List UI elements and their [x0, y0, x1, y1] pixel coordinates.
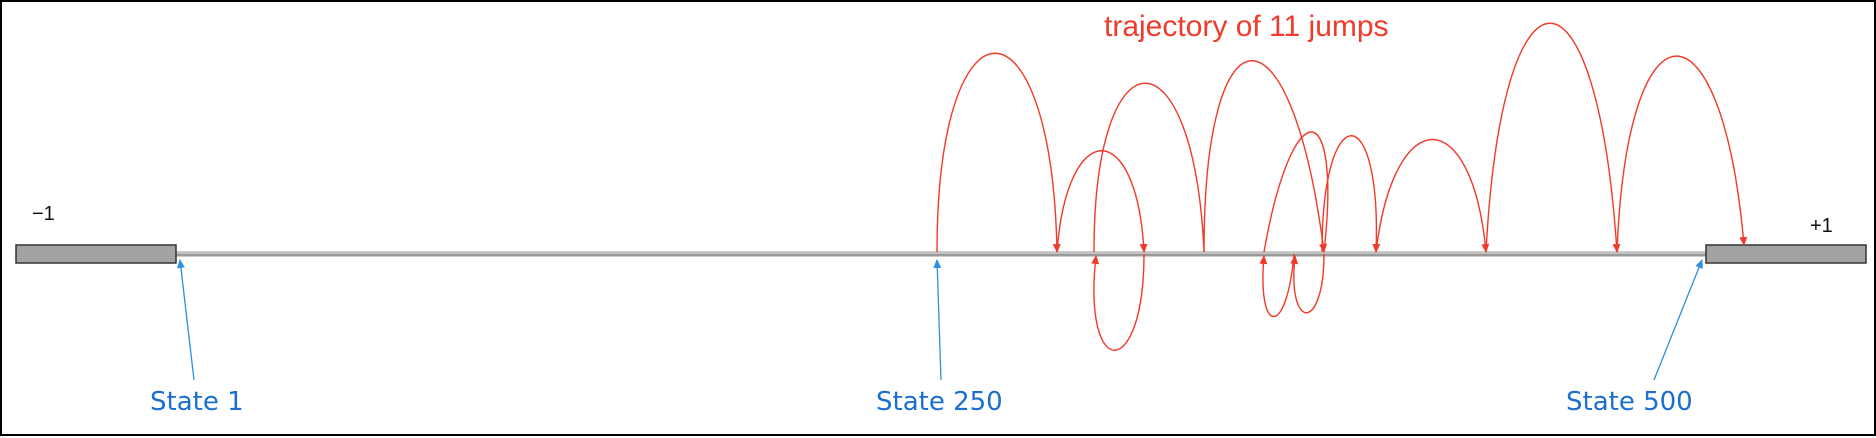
jump-arc — [936, 52, 1061, 253]
jump-arcs-below — [1091, 253, 1325, 351]
jump-arc — [1091, 253, 1145, 351]
jump-arcs — [936, 22, 1748, 253]
jump-arc — [1375, 138, 1490, 253]
jump-arc — [1485, 22, 1621, 253]
jump-arc — [1263, 131, 1329, 253]
state-250-label: State 250 — [876, 387, 1003, 417]
left-end-label: −1 — [32, 203, 55, 225]
left-end-box — [15, 244, 177, 264]
state-500-pointer — [1653, 259, 1703, 381]
state-1-label: State 1 — [150, 387, 244, 417]
right-end-box — [1705, 244, 1867, 264]
state-1-pointer — [176, 259, 195, 381]
jump-arc — [1616, 55, 1748, 253]
jump-arc — [1056, 150, 1148, 253]
jump-arc — [1259, 253, 1295, 318]
state-250-pointer — [933, 259, 942, 381]
jump-arc — [1321, 135, 1381, 253]
right-end-label: +1 — [1810, 215, 1833, 237]
jump-arc — [1093, 82, 1205, 253]
state-500-label: State 500 — [1566, 387, 1693, 417]
trajectory-title: trajectory of 11 jumps — [1104, 10, 1389, 43]
state-pointers — [176, 259, 1703, 381]
jump-arc — [1290, 253, 1325, 314]
jump-arc — [1203, 60, 1327, 253]
